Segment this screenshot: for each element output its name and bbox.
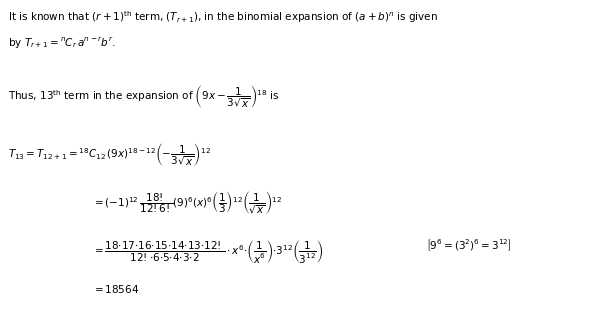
Text: Thus, 13$^{\mathrm{th}}$ term in the expansion of $\left(9x - \dfrac{1}{3\sqrt{x: Thus, 13$^{\mathrm{th}}$ term in the exp…	[8, 84, 279, 110]
Text: $= 18564$: $= 18564$	[92, 283, 139, 295]
Text: $= \dfrac{18{\cdot}17{\cdot}16{\cdot}15{\cdot}14{\cdot}13{\cdot}12!}{12!{\cdot}6: $= \dfrac{18{\cdot}17{\cdot}16{\cdot}15{…	[92, 238, 323, 265]
Text: $= (-1)^{12}\,\dfrac{18!}{12!6!}(9)^6(x)^6\left(\dfrac{1}{3}\right)^{12}\left(\d: $= (-1)^{12}\,\dfrac{18!}{12!6!}(9)^6(x)…	[92, 190, 282, 216]
Text: $\left[9^6 = (3^2)^6 = 3^{12}\right]$: $\left[9^6 = (3^2)^6 = 3^{12}\right]$	[426, 238, 512, 253]
Text: by $T_{r+1} = {}^nC_r\,a^{n-r}b^r$.: by $T_{r+1} = {}^nC_r\,a^{n-r}b^r$.	[8, 36, 115, 51]
Text: $T_{13} = T_{12+1} = {}^{18}C_{12}\,(9x)^{18-12}\left(-\dfrac{1}{3\sqrt{x}}\righ: $T_{13} = T_{12+1} = {}^{18}C_{12}\,(9x)…	[8, 142, 211, 168]
Text: It is known that $(r + 1)^{\mathrm{th}}$ term, $(T_{r+1})$, in the binomial expa: It is known that $(r + 1)^{\mathrm{th}}$…	[8, 9, 437, 25]
